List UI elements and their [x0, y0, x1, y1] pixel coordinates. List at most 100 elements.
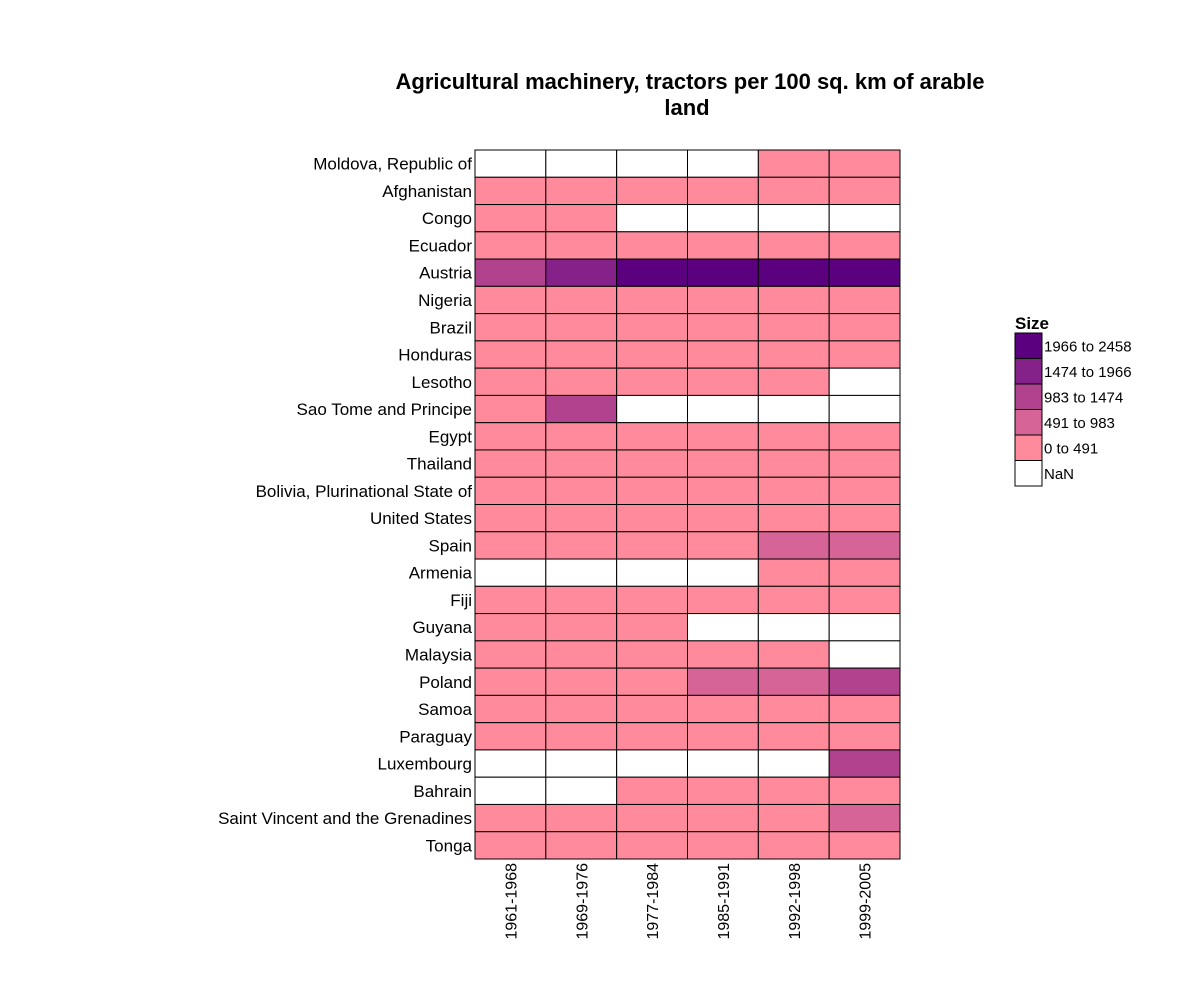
y-tick-label: Sao Tome and Principe [297, 400, 472, 419]
heatmap-cell [828, 585, 901, 615]
heatmap-cell [828, 176, 901, 206]
y-tick-label: Luxembourg [377, 755, 472, 774]
heatmap-cell [687, 776, 759, 805]
heatmap-cell [474, 231, 547, 260]
heatmap-cell [545, 803, 618, 833]
heatmap-cell [616, 531, 689, 560]
y-tick-label: Egypt [429, 427, 473, 446]
heatmap-cell [687, 722, 759, 751]
heatmap-cell [757, 722, 830, 751]
heatmap-cell [828, 613, 901, 642]
heatmap-cell [687, 367, 759, 396]
y-tick-label: Bolivia, Plurinational State of [256, 482, 473, 501]
heatmap-cell [474, 204, 547, 233]
y-tick-label: Tonga [426, 836, 473, 855]
heatmap-cell [757, 531, 830, 560]
heatmap-cell [545, 531, 618, 560]
heatmap-cell [687, 258, 759, 287]
y-tick-label: Honduras [398, 346, 472, 365]
heatmap-cell [474, 722, 547, 751]
x-tick-label: 1961-1968 [503, 863, 520, 940]
heatmap-cell [757, 803, 830, 833]
heatmap-cell [545, 831, 618, 860]
heatmap-cell [616, 640, 689, 669]
heatmap-cell [616, 285, 689, 315]
heatmap-cell [545, 422, 618, 451]
x-tick-label: 1992-1998 [787, 863, 804, 940]
heatmap-cell [757, 176, 830, 206]
y-tick-label: United States [370, 509, 472, 528]
heatmap-cell [545, 776, 618, 805]
heatmap-cell [545, 476, 618, 506]
heatmap-cell [474, 285, 547, 315]
heatmap-cell [757, 831, 830, 860]
heatmap-cell [616, 149, 689, 178]
heatmap-cell [545, 694, 618, 724]
heatmap-cell [616, 340, 689, 369]
heatmap-cell [474, 258, 547, 287]
y-tick-label: Afghanistan [382, 182, 472, 201]
legend-swatch [1014, 358, 1043, 385]
heatmap-cell [828, 749, 901, 778]
heatmap-cell [545, 231, 618, 260]
legend-swatch [1014, 460, 1043, 487]
heatmap-cell [828, 449, 901, 478]
heatmap-cell [757, 149, 830, 178]
heatmap-cell [757, 558, 830, 587]
heatmap-cell [545, 667, 618, 696]
heatmap-cell [474, 803, 547, 833]
heatmap-cell [474, 531, 547, 560]
heatmap-cell [828, 667, 901, 696]
heatmap-cell [616, 258, 689, 287]
heatmap-cell [616, 749, 689, 778]
heatmap-cell [545, 394, 618, 424]
chart-title-line-1: Agricultural machinery, tractors per 100… [396, 69, 985, 94]
heatmap-cell [545, 749, 618, 778]
heatmap-cell [828, 803, 901, 833]
heatmap-cell [545, 558, 618, 587]
heatmap-cell [474, 558, 547, 587]
y-tick-label: Ecuador [409, 236, 473, 255]
heatmap-cell [828, 285, 901, 315]
heatmap-cell [828, 558, 901, 587]
legend-label: NaN [1044, 466, 1074, 483]
heatmap-cell [616, 367, 689, 396]
heatmap-cell [757, 667, 830, 696]
heatmap-cell [687, 640, 759, 669]
heatmap-cell [757, 449, 830, 478]
legend-label: 1474 to 1966 [1044, 364, 1132, 381]
legend: Size 1966 to 2458 1474 to 1966 983 to 1474… [1014, 314, 1132, 487]
heatmap-cell [545, 258, 618, 287]
heatmap-cell [828, 340, 901, 369]
heatmap-cell [474, 749, 547, 778]
heatmap-cell [828, 531, 901, 560]
heatmap-cell [616, 422, 689, 451]
heatmap-cell [474, 640, 547, 669]
heatmap-cell [616, 694, 689, 724]
heatmap-cell [687, 394, 759, 424]
heatmap-cell [687, 585, 759, 615]
x-tick-label: 1985-1991 [716, 863, 733, 940]
heatmap-cell [545, 176, 618, 206]
legend-swatch [1014, 434, 1043, 461]
heatmap-cell [828, 149, 901, 178]
y-tick-label: Armenia [409, 564, 473, 583]
legend-label: 983 to 1474 [1044, 389, 1123, 406]
y-tick-label: Fiji [450, 591, 472, 610]
heatmap-cell [474, 585, 547, 615]
heatmap-cell [616, 394, 689, 424]
heatmap-cell [616, 667, 689, 696]
heatmap-cell [757, 367, 830, 396]
heatmap-cell [687, 422, 759, 451]
heatmap-cell [828, 204, 901, 233]
y-tick-labels: Moldova, Republic of Afghanistan Congo Ecua… [218, 155, 472, 856]
heatmap-cells [474, 149, 901, 860]
heatmap-cell [828, 313, 901, 342]
heatmap-cell [687, 558, 759, 587]
heatmap-cell [687, 449, 759, 478]
heatmap-cell [757, 204, 830, 233]
x-tick-label: 1977-1984 [645, 863, 662, 940]
heatmap-cell [687, 176, 759, 206]
heatmap-cell [828, 640, 901, 669]
heatmap-cell [545, 149, 618, 178]
